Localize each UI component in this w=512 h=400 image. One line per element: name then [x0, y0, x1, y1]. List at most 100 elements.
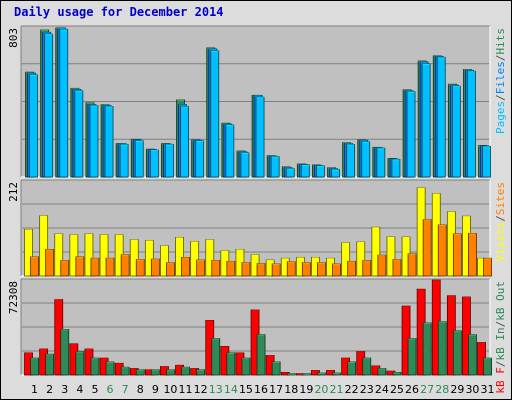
- bar-visits-sites: [226, 260, 236, 277]
- bar-kbytes-kb-out: [30, 357, 39, 376]
- bar-kbytes-kb-out: [45, 353, 55, 376]
- legend-entry: Hits: [494, 28, 507, 55]
- x-tick-label: 29: [450, 383, 464, 396]
- bar-kbytes-kb-out: [181, 366, 190, 376]
- bar-hits-pages: [210, 50, 220, 178]
- x-tick-label: 16: [254, 383, 268, 396]
- bar-hits-pages: [300, 164, 310, 178]
- bar-hits-pages: [29, 74, 38, 178]
- bar-visits-sites: [377, 254, 387, 277]
- bar-hits-pages: [59, 29, 69, 178]
- bar-kbytes-kb-out: [75, 351, 85, 376]
- x-tick-label: 3: [61, 383, 68, 396]
- bar-hits-pages: [482, 145, 491, 178]
- bar-hits-pages: [331, 169, 340, 178]
- x-tick-label: 1: [31, 383, 38, 396]
- bar-visits-sites: [437, 224, 447, 277]
- bar-visits-sites: [452, 233, 462, 277]
- legend-entry: Sites: [494, 182, 507, 215]
- bar-kbytes-kb-out: [211, 338, 221, 376]
- x-tick-label: 25: [390, 383, 404, 396]
- bar-kbytes-kb-out: [226, 352, 236, 376]
- x-tick-label: 4: [76, 383, 83, 396]
- bar-hits-pages: [165, 144, 174, 178]
- bar-hits-pages: [421, 63, 431, 178]
- bar-kbytes-kb-out: [452, 330, 462, 376]
- bar-hits-pages: [149, 149, 159, 178]
- bar-visits-sites: [181, 256, 190, 277]
- bar-visits-sites: [166, 262, 175, 277]
- bar-kbytes-kb-out: [468, 334, 477, 376]
- bar-visits-sites: [256, 263, 266, 277]
- panel-visits-ymax-label: 212: [7, 182, 20, 202]
- bar-hits-pages: [119, 144, 129, 178]
- bar-visits-sites: [135, 259, 145, 277]
- legend-entry: Pages: [494, 101, 507, 134]
- bar-hits-pages: [134, 140, 144, 178]
- legend-entry: /: [494, 361, 507, 368]
- x-tick-label: 7: [122, 383, 129, 396]
- x-tick-label: 31: [481, 383, 495, 396]
- x-tick-label: 20: [314, 383, 328, 396]
- bar-hits-pages: [451, 85, 461, 178]
- panel-hits-ymax-label: 803: [7, 28, 20, 48]
- bar-hits-pages: [391, 158, 401, 178]
- bar-visits-sites: [422, 219, 432, 277]
- bar-kbytes-kb-out: [407, 338, 417, 376]
- bar-visits-sites: [150, 258, 160, 277]
- panel-visits-legend: Visits/Sites: [494, 182, 507, 262]
- legend-entry: kB In: [494, 327, 507, 360]
- x-tick-label: 13: [209, 383, 223, 396]
- bar-visits-sites: [120, 254, 130, 277]
- bar-visits-sites: [211, 260, 221, 277]
- chart-title: Daily usage for December 2014: [14, 5, 224, 19]
- bar-visits-sites: [105, 257, 115, 277]
- bar-kbytes-kb-out: [241, 357, 251, 376]
- bar-visits-sites: [286, 261, 296, 277]
- x-tick-label: 27: [420, 383, 434, 396]
- x-tick-label: 15: [239, 383, 253, 396]
- bar-visits-sites: [30, 256, 39, 277]
- bar-hits-pages: [346, 144, 356, 178]
- x-tick-label: 17: [269, 383, 283, 396]
- x-tick-label: 12: [194, 383, 208, 396]
- legend-entry: Files: [494, 61, 507, 94]
- bar-hits-pages: [180, 106, 189, 178]
- legend-entry: /: [494, 321, 507, 328]
- x-tick-label: 11: [179, 383, 193, 396]
- bar-hits-pages: [285, 168, 295, 178]
- bar-hits-pages: [467, 70, 476, 178]
- bar-kbytes-kb-out: [105, 361, 115, 376]
- bar-visits-sites: [483, 257, 492, 277]
- bar-visits-sites: [407, 253, 417, 277]
- bar-visits-sites: [301, 262, 311, 277]
- panel-kbytes-ymax-label: 72308: [7, 281, 20, 314]
- x-tick-label: 24: [375, 383, 389, 396]
- bar-kbytes-kb-out: [256, 334, 266, 376]
- bar-hits-pages: [89, 105, 99, 178]
- bar-kbytes-kb-out: [271, 361, 281, 376]
- bar-kbytes-kb-out: [90, 357, 100, 376]
- legend-entry: kB F: [494, 367, 507, 394]
- x-tick-label: 18: [284, 383, 298, 396]
- x-tick-label: 19: [299, 383, 313, 396]
- legend-entry: /: [494, 215, 507, 222]
- bar-visits-sites: [468, 233, 477, 277]
- bar-hits-pages: [316, 165, 325, 178]
- bar-visits-sites: [332, 263, 341, 277]
- bar-visits-sites: [75, 256, 85, 277]
- legend-entry: /: [494, 55, 507, 62]
- x-tick-label: 28: [435, 383, 449, 396]
- x-tick-label: 2: [46, 383, 53, 396]
- bar-hits-pages: [436, 56, 446, 178]
- bar-hits-pages: [376, 147, 386, 178]
- legend-entry: kB Out: [494, 281, 507, 321]
- bar-hits-pages: [44, 33, 54, 178]
- x-tick-label: 26: [405, 383, 419, 396]
- x-tick-label: 14: [224, 383, 238, 396]
- x-tick-label: 10: [163, 383, 177, 396]
- bar-visits-sites: [241, 262, 251, 277]
- bar-hits-pages: [225, 124, 235, 178]
- bar-visits-sites: [347, 260, 357, 277]
